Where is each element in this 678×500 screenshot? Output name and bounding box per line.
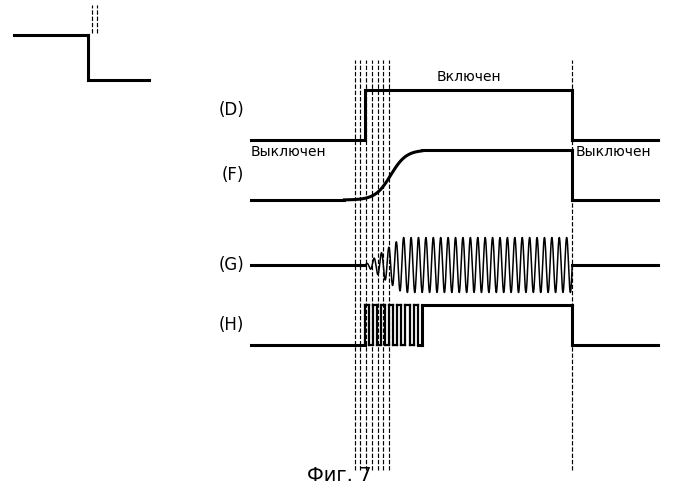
Text: Выключен: Выключен bbox=[576, 145, 652, 159]
Text: Выключен: Выключен bbox=[251, 145, 327, 159]
Text: (H): (H) bbox=[219, 316, 244, 334]
Text: Фиг. 7: Фиг. 7 bbox=[306, 466, 372, 485]
Text: (F): (F) bbox=[222, 166, 244, 184]
Text: (G): (G) bbox=[218, 256, 244, 274]
Text: (D): (D) bbox=[218, 101, 244, 119]
Text: Включен: Включен bbox=[436, 70, 501, 84]
